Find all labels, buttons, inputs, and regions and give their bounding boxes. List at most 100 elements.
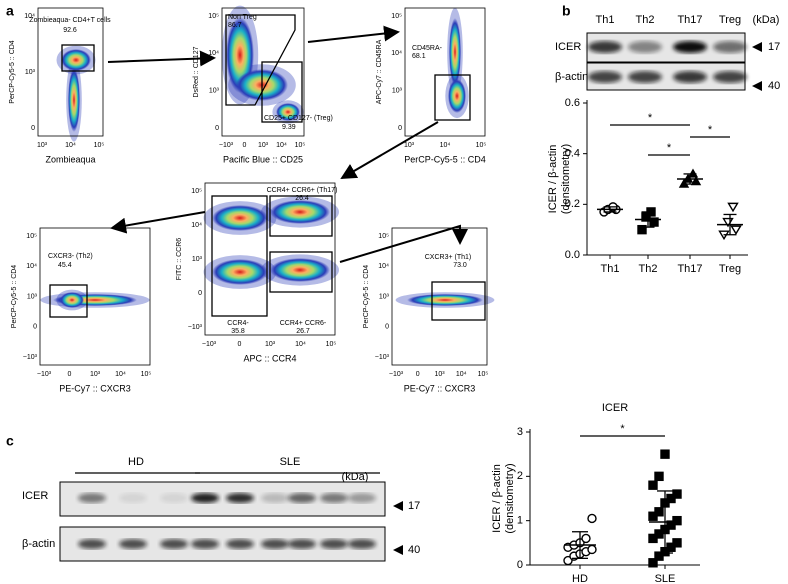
density-cloud	[68, 68, 80, 132]
blot-band	[588, 41, 622, 53]
plot-frame	[391, 227, 488, 366]
plot-frame	[39, 227, 151, 366]
y-tick-label: 2	[517, 470, 523, 482]
data-point	[648, 480, 658, 490]
data-point	[672, 538, 682, 548]
y-tick-label: 3	[517, 426, 523, 438]
blot-band	[673, 41, 707, 53]
x-tick-label: 10³	[258, 142, 269, 149]
blot-arrow	[393, 545, 403, 555]
y-tick-label: 10³	[392, 88, 403, 95]
panel-label: b	[562, 3, 571, 19]
y-tick-label: 10³	[25, 69, 36, 76]
blot-c: HD SLE (kDa) ICER 17 β-actin 40	[22, 456, 420, 562]
x-tick-label: 10⁵	[94, 142, 105, 149]
y-tick-label: −10³	[375, 354, 390, 361]
x-tick-label: Treg	[719, 263, 741, 275]
x-tick-label: 10⁵	[476, 142, 487, 149]
y-tick-label: 10³	[209, 88, 220, 95]
x-axis-label: PE-Cy7 :: CXCR3	[59, 383, 131, 393]
y-tick-label: 10⁵	[191, 188, 202, 195]
group-label: SLE	[280, 456, 301, 468]
lane-label: Th1	[596, 14, 615, 26]
blot-band	[160, 493, 188, 503]
data-point	[648, 558, 658, 568]
y-axis-label: DsRed :: CD127	[193, 46, 200, 97]
y-tick-label: 10⁴	[24, 13, 35, 20]
gate	[269, 251, 333, 293]
x-tick-label: 10⁵	[478, 371, 489, 378]
x-tick-label: 10⁵	[141, 371, 152, 378]
gate-name: CCR4-	[227, 320, 249, 327]
gate-percent: 26.4	[295, 195, 309, 202]
lane-label: Treg	[719, 14, 741, 26]
density-cloud	[448, 79, 466, 113]
kda-label: 40	[408, 544, 420, 556]
y-tick-label: 10³	[27, 293, 38, 300]
unit-label: (kDa)	[753, 14, 780, 26]
blot-band	[78, 539, 106, 549]
y-tick-label: 1	[517, 515, 523, 527]
blot-band	[320, 493, 348, 503]
y-axis-label: FITC :: CCR6	[176, 238, 183, 280]
data-point	[637, 224, 647, 235]
significance-label: *	[708, 124, 713, 136]
y-tick-label: 0.2	[565, 198, 580, 210]
blot-band	[673, 71, 707, 83]
blot-band	[191, 493, 219, 503]
y-axis-label: PerCP-Cy5-5 :: CD4	[9, 40, 16, 104]
group-label: HD	[128, 456, 144, 468]
y-tick-label: 0.4	[565, 148, 580, 160]
blot-band	[628, 41, 662, 53]
gate	[431, 281, 486, 321]
gate-percent: 45.4	[58, 262, 72, 269]
gate-name: CD25+ CD127- (Treg)	[264, 115, 333, 122]
kda-label: 40	[768, 80, 780, 92]
x-axis-label: APC :: CCR4	[243, 353, 296, 363]
blot-band	[628, 71, 662, 83]
gate-percent: 73.0	[453, 262, 467, 269]
panel-label: a	[6, 3, 14, 19]
unit-label: (kDa)	[342, 471, 369, 483]
plot-frame	[404, 7, 486, 137]
gate	[434, 74, 471, 121]
x-tick-label: 10⁴	[295, 341, 306, 348]
data-point	[654, 507, 664, 517]
blot-arrow	[752, 42, 762, 52]
x-axis-label: Zombieaqua	[45, 154, 95, 164]
x-tick-label: −10³	[219, 142, 234, 149]
y-tick-label: 10³	[192, 256, 203, 263]
y-tick-label: 0	[31, 125, 35, 132]
blot-band	[226, 539, 254, 549]
dot-plot: 0 1 2 3 ICER / β-actin (densitometry) ICER HD SL…	[491, 402, 700, 584]
y-tick-label: 10⁴	[191, 222, 202, 229]
row-label: β-actin	[22, 538, 55, 550]
y-tick-label: 10⁴	[378, 263, 389, 270]
density-cloud	[449, 18, 461, 86]
blot-band	[288, 493, 316, 503]
significance-label: *	[667, 142, 672, 154]
x-tick-label: 10⁴	[440, 142, 451, 149]
y-tick-label: −10³	[23, 354, 38, 361]
gate-name: CCR4+ CCR6+ (Th17)	[267, 187, 338, 194]
significance-label: *	[648, 112, 653, 124]
x-tick-label: 0	[416, 371, 420, 378]
y-tick-label: 0	[33, 324, 37, 331]
x-tick-label: 10⁵	[326, 341, 337, 348]
x-tick-label: 0	[243, 142, 247, 149]
data-point	[649, 217, 659, 227]
y-tick-label: −10³	[188, 324, 203, 331]
y-tick-label: 0	[198, 290, 202, 297]
flow-plot: CD45RA-68.1 10³ 10⁴ 10⁵ 10⁵ 10⁴ 10³ 0 PerCP-Cy5-…	[376, 7, 487, 164]
data-point	[587, 544, 597, 555]
x-tick-label: 0	[68, 371, 72, 378]
row-label: ICER	[22, 490, 48, 502]
blot-band	[261, 493, 289, 503]
y-tick-label: 10⁵	[391, 13, 402, 20]
data-point	[641, 212, 651, 222]
row-label: ICER	[555, 41, 581, 53]
blot-band	[261, 539, 289, 549]
blot-band	[191, 539, 219, 549]
y-axis-label: PerCP-Cy5-5 :: CD4	[363, 265, 370, 329]
panel-label: c	[6, 433, 14, 449]
